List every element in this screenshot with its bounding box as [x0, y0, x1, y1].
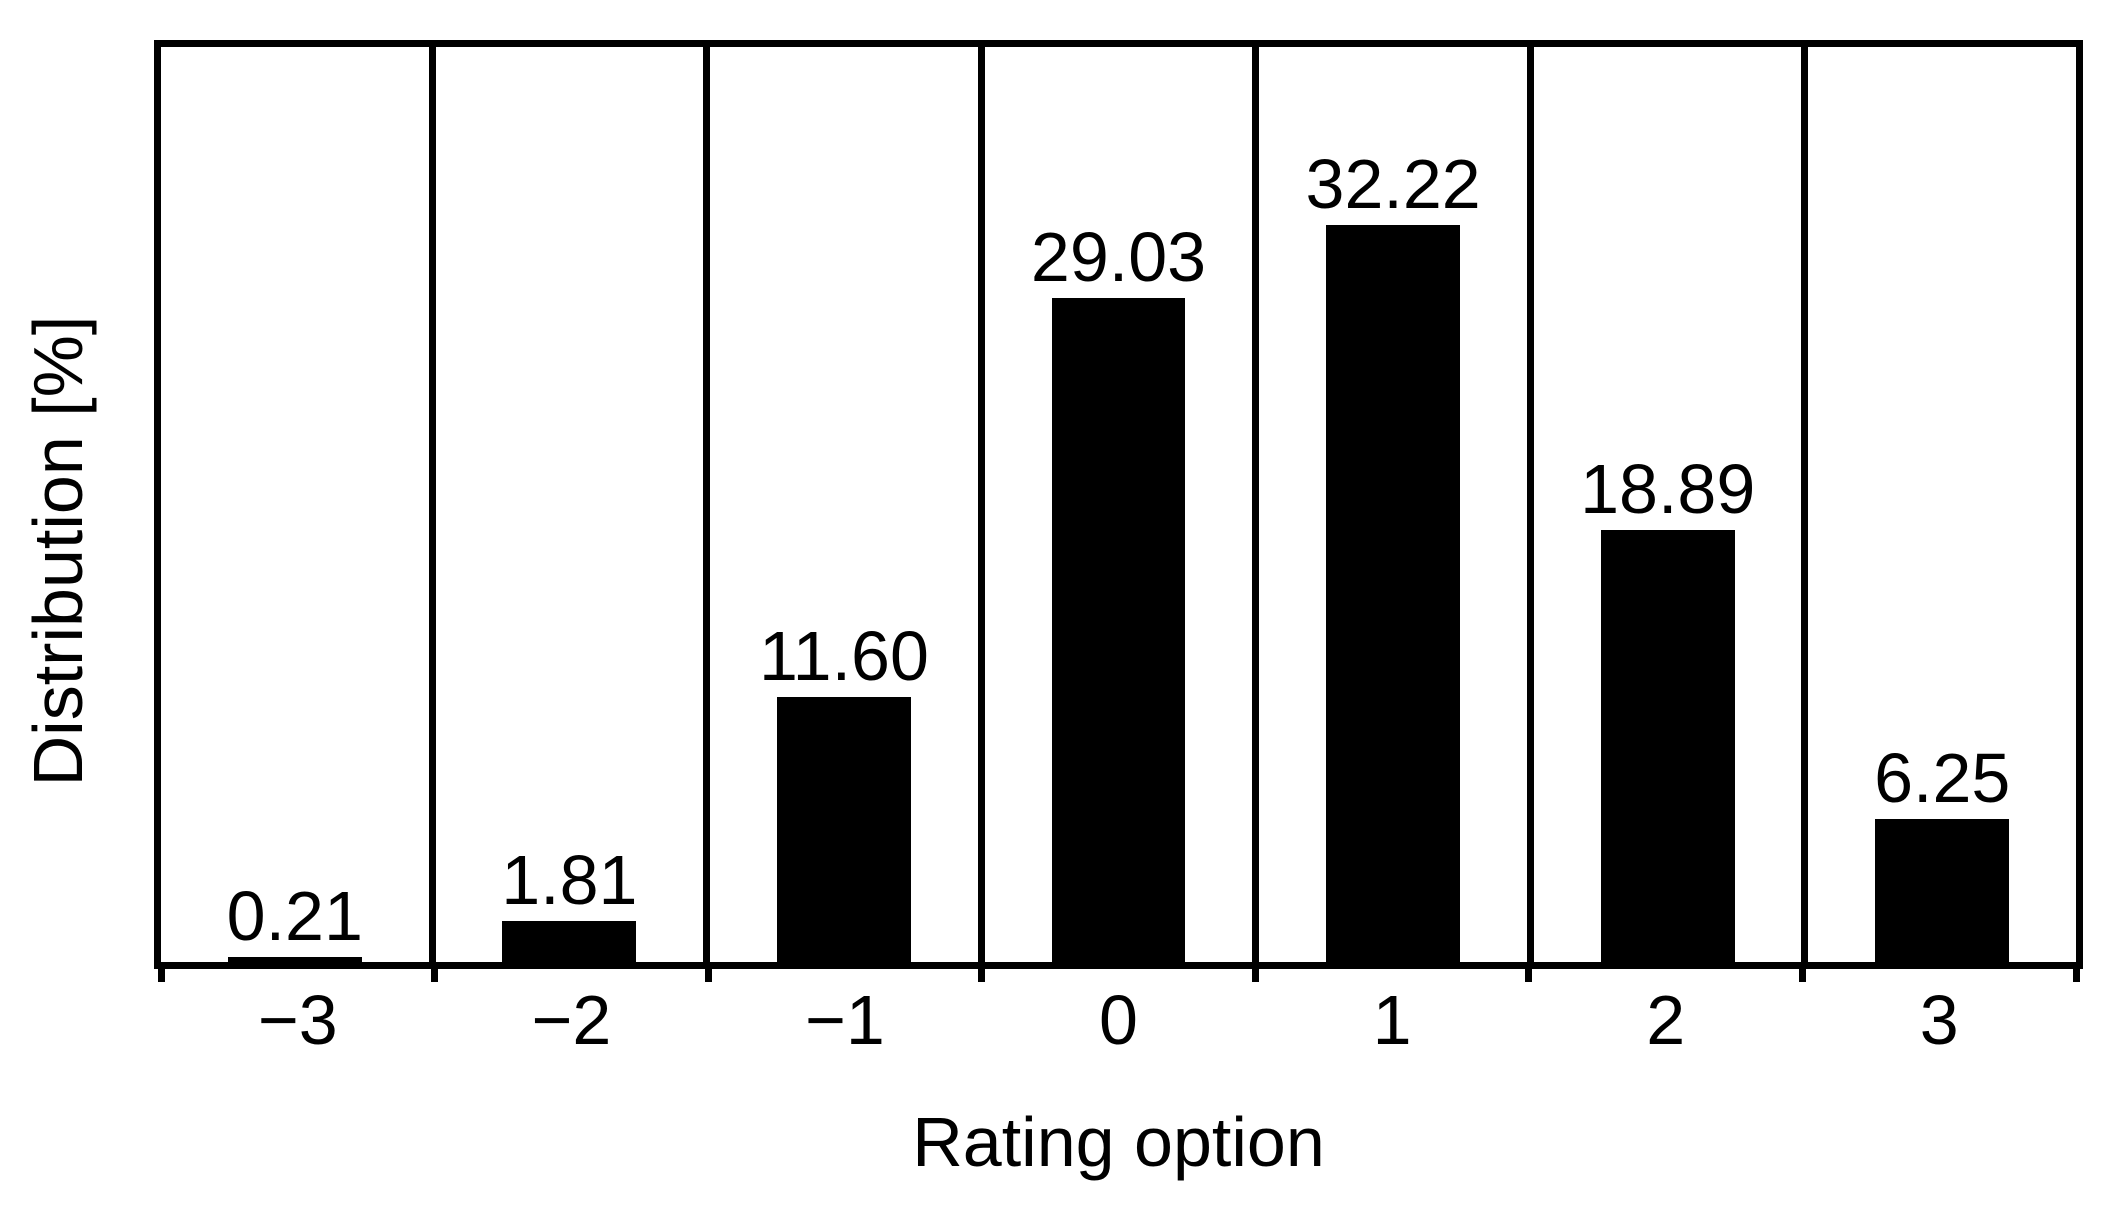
- bar-value-label: 1.81: [501, 840, 638, 919]
- x-axis-tick: [1798, 969, 1806, 982]
- x-tick-label: −2: [531, 981, 612, 1059]
- x-axis-tick: [2072, 969, 2080, 982]
- bar-value-label: 18.89: [1580, 449, 1756, 528]
- x-axis-tick: [431, 969, 439, 982]
- bar: [1326, 224, 1460, 962]
- x-tick-label: −3: [257, 981, 338, 1059]
- plot-area: 0.21 1.81 11.60 29.03 32.22 18.89 6.25: [154, 40, 2083, 969]
- bar: [1600, 529, 1735, 962]
- x-axis-tick: [704, 969, 712, 982]
- bar-value-label: 32.22: [1305, 144, 1481, 223]
- x-axis-tick: [1251, 969, 1259, 982]
- x-tick-label: 3: [1919, 981, 1959, 1059]
- bar: [502, 920, 637, 962]
- category-cell: 1.81: [436, 47, 711, 962]
- bar-value-label: 0.21: [226, 877, 363, 956]
- category-cell: 32.22: [1259, 47, 1534, 962]
- bar: [1051, 297, 1186, 962]
- x-tick-label: 2: [1646, 981, 1686, 1059]
- bar-value-label: 29.03: [1030, 217, 1207, 296]
- x-axis-tick: [978, 969, 986, 982]
- bar-value-label: 11.60: [758, 616, 929, 695]
- x-tick-label-row: −3 −2 −1 0 1 2 3: [161, 978, 2076, 1062]
- x-axis-title: Rating option: [912, 1103, 1325, 1181]
- category-cell: 6.25: [1808, 47, 2076, 962]
- x-tick-label: 1: [1372, 981, 1412, 1059]
- bar: [777, 696, 911, 962]
- x-axis-tick: [1525, 969, 1533, 982]
- bar-value-label: 6.25: [1874, 739, 2011, 818]
- x-tick-label: −1: [805, 981, 885, 1059]
- category-cell: 11.60: [710, 47, 985, 962]
- y-axis-title: Distribution [%]: [19, 315, 97, 787]
- bar: [227, 957, 362, 962]
- x-tick-label: 0: [1099, 981, 1138, 1059]
- x-axis-tick: [157, 969, 165, 982]
- category-cell: 18.89: [1534, 47, 1809, 962]
- bar: [1875, 819, 2010, 962]
- category-cell: 29.03: [985, 47, 1260, 962]
- category-cell: 0.21: [161, 47, 436, 962]
